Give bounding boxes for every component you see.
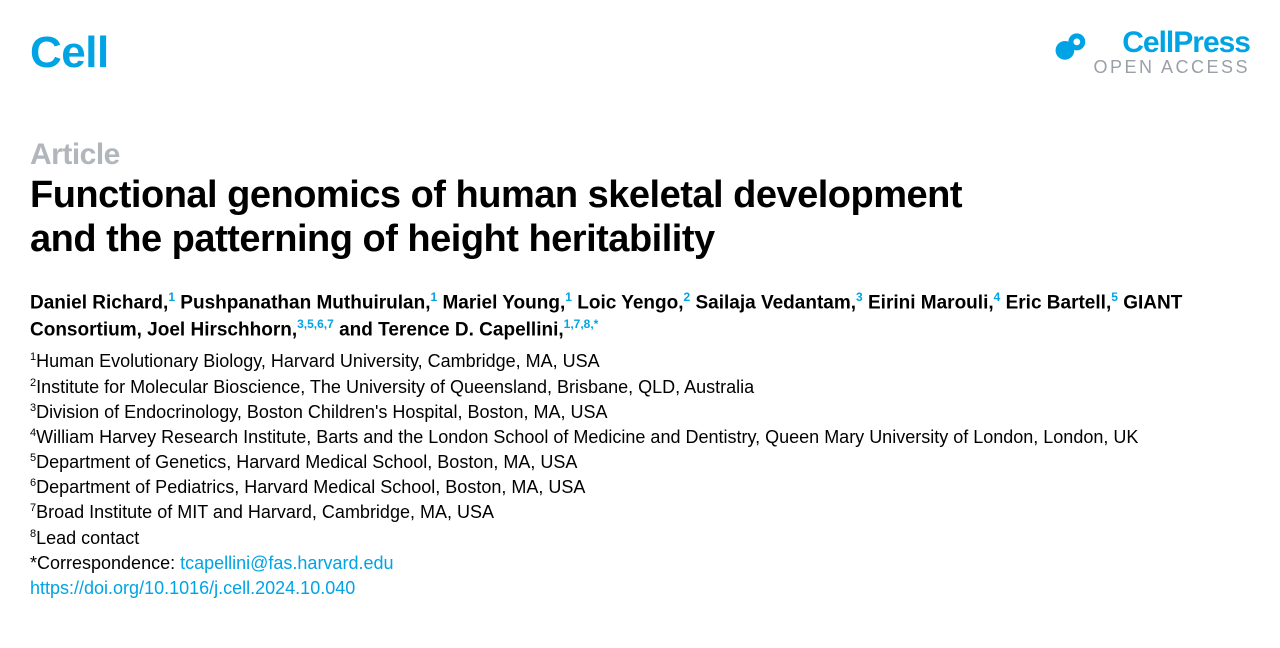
affil-number: 6: [30, 477, 36, 489]
affil-number: 3: [30, 402, 36, 414]
affiliation: 8Lead contact: [30, 526, 1250, 551]
title-line-1: Functional genomics of human skeletal de…: [30, 174, 962, 216]
author: Terence D. Capellini: [378, 320, 558, 341]
author: Eirini Marouli: [868, 293, 988, 314]
affiliation: 2Institute for Molecular Bioscience, The…: [30, 375, 1250, 400]
affil-number: 8: [30, 528, 36, 540]
author: Eric Bartell: [1006, 293, 1106, 314]
publisher-name: CellPress: [1093, 28, 1250, 58]
doi-link[interactable]: https://doi.org/10.1016/j.cell.2024.10.0…: [30, 578, 355, 598]
affiliation: 4William Harvey Research Institute, Bart…: [30, 425, 1250, 450]
article-title: Functional genomics of human skeletal de…: [30, 174, 1250, 261]
title-line-2: and the patterning of height heritabilit…: [30, 218, 715, 260]
affil-number: 7: [30, 502, 36, 514]
author-affil-sup: 1,7,8,*: [564, 317, 599, 331]
author-affil-sup: 5: [1111, 290, 1118, 304]
author: Joel Hirschhorn: [147, 320, 292, 341]
correspondence-email[interactable]: tcapellini@fas.harvard.edu: [180, 553, 393, 573]
affiliation: 5Department of Genetics, Harvard Medical…: [30, 450, 1250, 475]
affil-number: 5: [30, 452, 36, 464]
affiliation: 3Division of Endocrinology, Boston Child…: [30, 400, 1250, 425]
article-label: Article: [30, 138, 1250, 172]
author-affil-sup: 2: [684, 290, 691, 304]
affiliation: 7Broad Institute of MIT and Harvard, Cam…: [30, 500, 1250, 525]
author-list: Daniel Richard,1 Pushpanathan Muthuirula…: [30, 289, 1250, 343]
author-affil-sup: 1: [565, 290, 572, 304]
header-row: Cell CellPress OPEN ACCESS: [30, 28, 1250, 78]
affil-number: 1: [30, 351, 36, 363]
author-affil-sup: 4: [994, 290, 1001, 304]
author: Pushpanathan Muthuirulan: [180, 293, 425, 314]
author: Mariel Young: [442, 293, 560, 314]
author-affil-sup: 3: [856, 290, 863, 304]
affiliation: 1Human Evolutionary Biology, Harvard Uni…: [30, 349, 1250, 374]
author: Daniel Richard: [30, 293, 163, 314]
author: Sailaja Vedantam: [696, 293, 851, 314]
affil-number: 2: [30, 377, 36, 389]
correspondence: *Correspondence: tcapellini@fas.harvard.…: [30, 551, 1250, 576]
author: Loic Yengo: [577, 293, 678, 314]
author-affil-sup: 1: [430, 290, 437, 304]
publisher-block: CellPress OPEN ACCESS: [1053, 28, 1250, 76]
doi-line: https://doi.org/10.1016/j.cell.2024.10.0…: [30, 576, 1250, 601]
publisher-sub: OPEN ACCESS: [1093, 58, 1250, 76]
affiliation-list: 1Human Evolutionary Biology, Harvard Uni…: [30, 349, 1250, 601]
journal-logo: Cell: [30, 28, 109, 78]
affiliation: 6Department of Pediatrics, Harvard Medic…: [30, 475, 1250, 500]
author-affil-sup: 1: [168, 290, 175, 304]
author-affil-sup: 3,5,6,7: [297, 317, 334, 331]
affil-number: 4: [30, 427, 36, 439]
cellpress-icon: [1053, 30, 1087, 64]
